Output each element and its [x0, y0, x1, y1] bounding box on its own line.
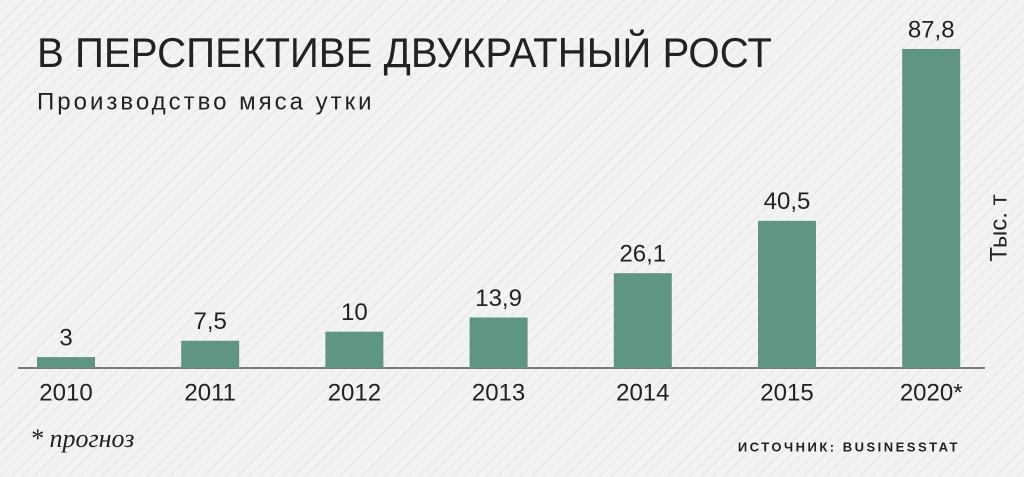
x-tick-label: 2013 [472, 379, 525, 406]
y-axis-label: Тыс. т [985, 194, 1012, 261]
bar [325, 331, 384, 368]
source: ИСТОЧНИК: BUSINESSTAT [738, 439, 960, 454]
bar [613, 273, 672, 368]
x-tick-label: 2011 [184, 379, 236, 406]
bar [469, 317, 528, 368]
value-label: 3 [59, 324, 72, 351]
x-tick-label: 2012 [328, 379, 381, 406]
value-label: 13,9 [475, 285, 522, 312]
x-tick-label: 2015 [760, 379, 813, 406]
value-label: 87,8 [908, 16, 955, 43]
bar [758, 220, 816, 368]
bar [37, 357, 95, 368]
x-tick-label: 2014 [616, 379, 669, 406]
value-label: 7,5 [194, 308, 227, 335]
value-label: 40,5 [764, 188, 811, 215]
chart-title: В ПЕРСПЕКТИВЕ ДВУКРАТНЫЙ РОСТ [37, 28, 772, 76]
bar [181, 340, 240, 368]
bar [902, 49, 961, 368]
chart-subtitle: Производство мяса утки [37, 88, 375, 115]
value-label: 10 [341, 299, 368, 326]
x-tick-label: 2020* [900, 379, 963, 406]
value-label: 26,1 [619, 241, 666, 268]
footnote: * прогноз [30, 424, 134, 453]
x-tick-label: 2010 [39, 379, 92, 406]
